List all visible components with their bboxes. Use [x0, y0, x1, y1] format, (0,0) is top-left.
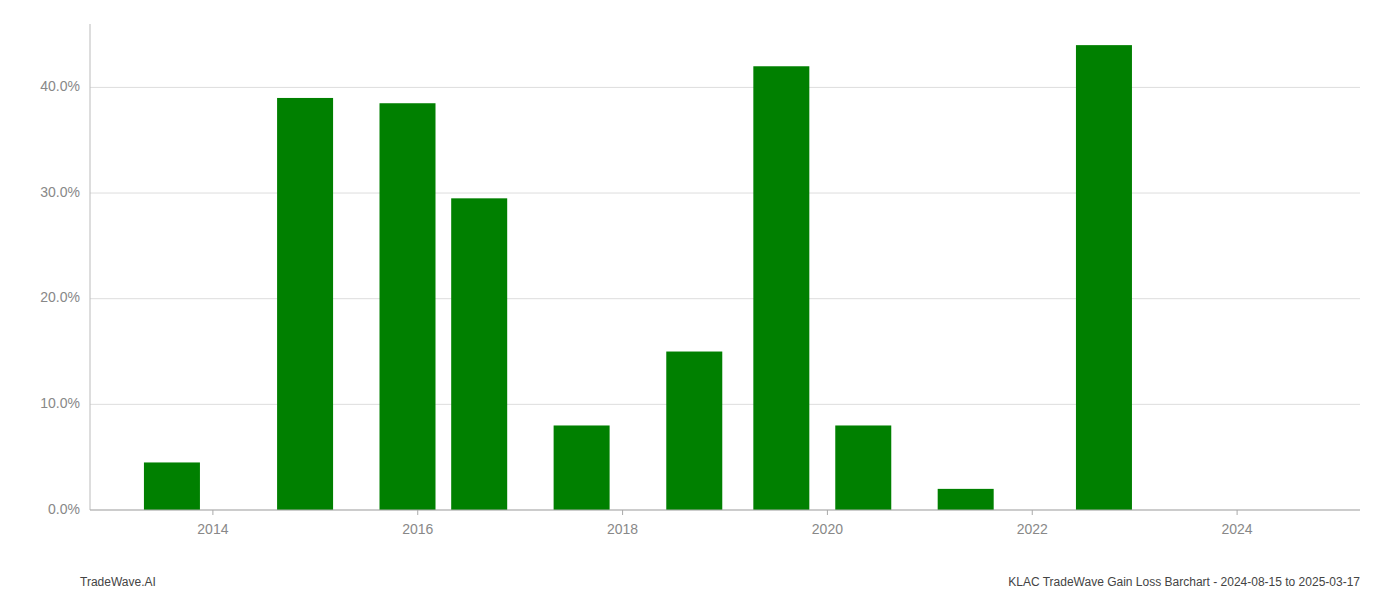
grid-line	[90, 87, 1360, 88]
x-axis-line	[90, 510, 1360, 511]
y-axis-line	[90, 24, 91, 510]
y-tick-label: 0.0%	[48, 501, 80, 517]
x-tick	[212, 510, 213, 515]
bar	[144, 462, 200, 510]
bar	[753, 66, 809, 510]
x-tick	[1032, 510, 1033, 515]
y-tick-label: 30.0%	[40, 184, 80, 200]
y-tick-label: 40.0%	[40, 78, 80, 94]
footer: TradeWave.AI KLAC TradeWave Gain Loss Bar…	[80, 575, 1360, 589]
x-tick	[1237, 510, 1238, 515]
bar	[666, 352, 722, 510]
bars	[144, 45, 1132, 510]
x-tick	[622, 510, 623, 515]
x-tick-label: 2014	[197, 521, 228, 537]
chart: 0.0% 10.0% 20.0% 30.0% 40.0% 2014 2016 2018 2020…	[0, 0, 1400, 600]
bar	[835, 425, 891, 510]
x-tick-label: 2022	[1017, 521, 1048, 537]
x-tick-label: 2018	[607, 521, 638, 537]
bar	[451, 198, 507, 510]
bar	[554, 425, 610, 510]
footer-text: KLAC TradeWave Gain Loss Barchart - 2024…	[1008, 575, 1360, 589]
y-tick-label: 10.0%	[40, 395, 80, 411]
bar	[277, 98, 333, 510]
y-axis: 0.0% 10.0% 20.0% 30.0% 40.0%	[40, 24, 90, 517]
x-tick	[827, 510, 828, 515]
x-tick-label: 2016	[402, 521, 433, 537]
bar	[1076, 45, 1132, 510]
y-tick-label: 20.0%	[40, 289, 80, 305]
x-tick-label: 2024	[1222, 521, 1253, 537]
x-axis: 2014 2016 2018 2020 2022 2024	[90, 510, 1360, 537]
footer-text: TradeWave.AI	[80, 575, 156, 589]
grid	[90, 87, 1360, 510]
x-tick	[417, 510, 418, 515]
bar	[380, 103, 436, 510]
grid-line	[90, 510, 1360, 511]
bar	[938, 489, 994, 510]
x-tick-label: 2020	[812, 521, 843, 537]
